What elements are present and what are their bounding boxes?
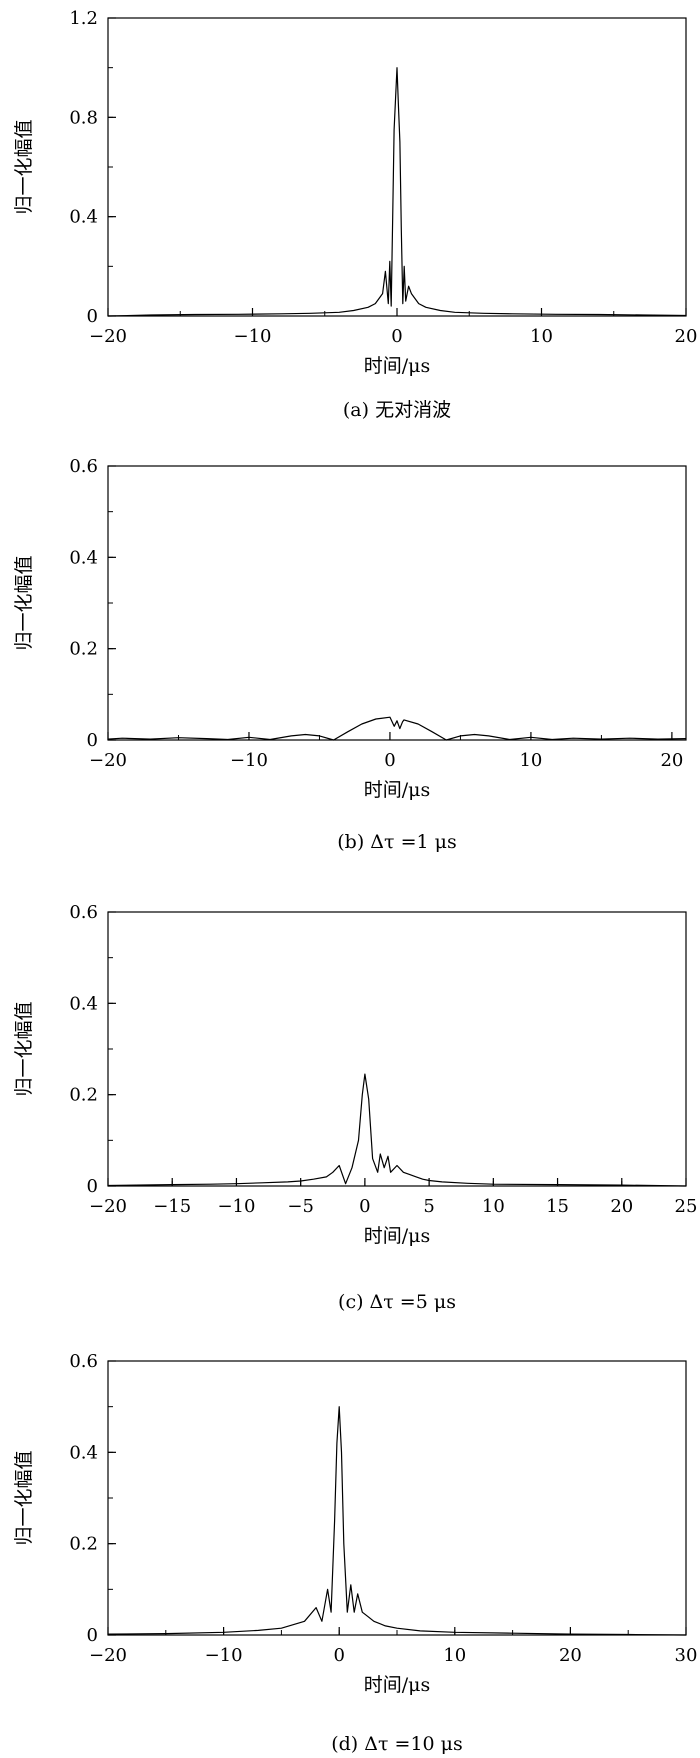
y-tick-label: 0.4 [69,547,98,568]
x-tick-label: 10 [530,326,553,347]
series-line-1 [107,67,687,317]
x-tick-label: 10 [482,1196,505,1217]
y-tick-label: 0 [87,730,98,751]
y-tick-label: 0.6 [69,902,98,923]
y-tick-label: 1.2 [69,8,98,29]
y-tick-label: 0.2 [69,1085,98,1106]
y-tick-label: 0 [87,306,98,327]
x-tick-label: −15 [153,1196,191,1217]
chart-panel-1: −20 −10 0 10 20 0 0.4 0.8 1.2 时间/μs 归一化幅值 (a) 无对消波 [13,8,697,421]
x-tick-label: −5 [287,1196,314,1217]
x-tick-label: 5 [423,1196,434,1217]
plot-frame [107,1360,687,1636]
x-tick-label: −10 [234,326,272,347]
x-tick-label: −10 [230,750,268,771]
x-axis-label: 时间/μs [364,355,431,377]
chart-panel-3: −20 −15 −10 −5 0 5 10 15 20 25 0 0.2 0.4 0.6 时间/μs 归一化幅… [13,902,697,1313]
y-tick-label: 0 [87,1176,98,1197]
panel-caption: (c) Δτ =5 μs [338,1291,456,1313]
series-line-1 [107,1073,687,1187]
x-axis-label: 时间/μs [364,779,431,801]
y-tick-label: 0.6 [69,1351,98,1372]
y-axis-label: 归一化幅值 [13,555,35,650]
plot-frame [107,911,687,1187]
x-tick-label: 0 [359,1196,370,1217]
x-tick-label: 0 [384,750,395,771]
x-tick-label: 20 [675,326,698,347]
series-line-1 [107,1406,687,1636]
y-axis-label: 归一化幅值 [13,119,35,214]
y-tick-label: 0.2 [69,1534,98,1555]
x-tick-label: −10 [217,1196,255,1217]
panel-caption: (b) Δτ =1 μs [337,831,456,853]
y-tick-label: 0.8 [69,107,98,128]
y-tick-label: 0.4 [69,207,98,228]
y-tick-label: 0.6 [69,456,98,477]
x-tick-label: 25 [675,1196,698,1217]
x-tick-label: −20 [89,1196,127,1217]
x-tick-label: −20 [89,750,127,771]
chart-panel-2: −20 −10 0 10 20 0 0.2 0.4 0.6 时间/μs 归一化幅值 (b) Δτ =1… [13,456,687,853]
x-tick-label: 10 [519,750,542,771]
plot-frame [107,17,687,317]
y-tick-label: 0.4 [69,1442,98,1463]
plot-frame [107,465,687,741]
x-axis-label: 时间/μs [364,1225,431,1247]
x-tick-label: 15 [546,1196,569,1217]
x-tick-label: −20 [89,1645,127,1666]
x-tick-label: 20 [559,1645,582,1666]
x-tick-label: 0 [391,326,402,347]
panel-caption: (d) Δτ =10 μs [331,1733,463,1755]
x-tick-label: 20 [610,1196,633,1217]
x-tick-label: −20 [89,326,127,347]
y-axis-label: 归一化幅值 [13,1001,35,1096]
series-line-1 [107,716,687,741]
x-tick-label: 30 [675,1645,698,1666]
panel-caption: (a) 无对消波 [343,399,451,421]
y-tick-label: 0 [87,1625,98,1646]
y-tick-label: 0.4 [69,993,98,1014]
chart-panel-4: −20 −10 0 10 20 30 0 0.2 0.4 0.6 时间/μs 归一化幅值 (d) Δτ … [13,1351,697,1755]
y-tick-label: 0.2 [69,639,98,660]
x-tick-label: 20 [660,750,683,771]
x-tick-label: −10 [205,1645,243,1666]
x-tick-label: 10 [443,1645,466,1666]
x-axis-label: 时间/μs [364,1674,431,1696]
x-tick-label: 0 [333,1645,344,1666]
y-axis-label: 归一化幅值 [13,1450,35,1545]
